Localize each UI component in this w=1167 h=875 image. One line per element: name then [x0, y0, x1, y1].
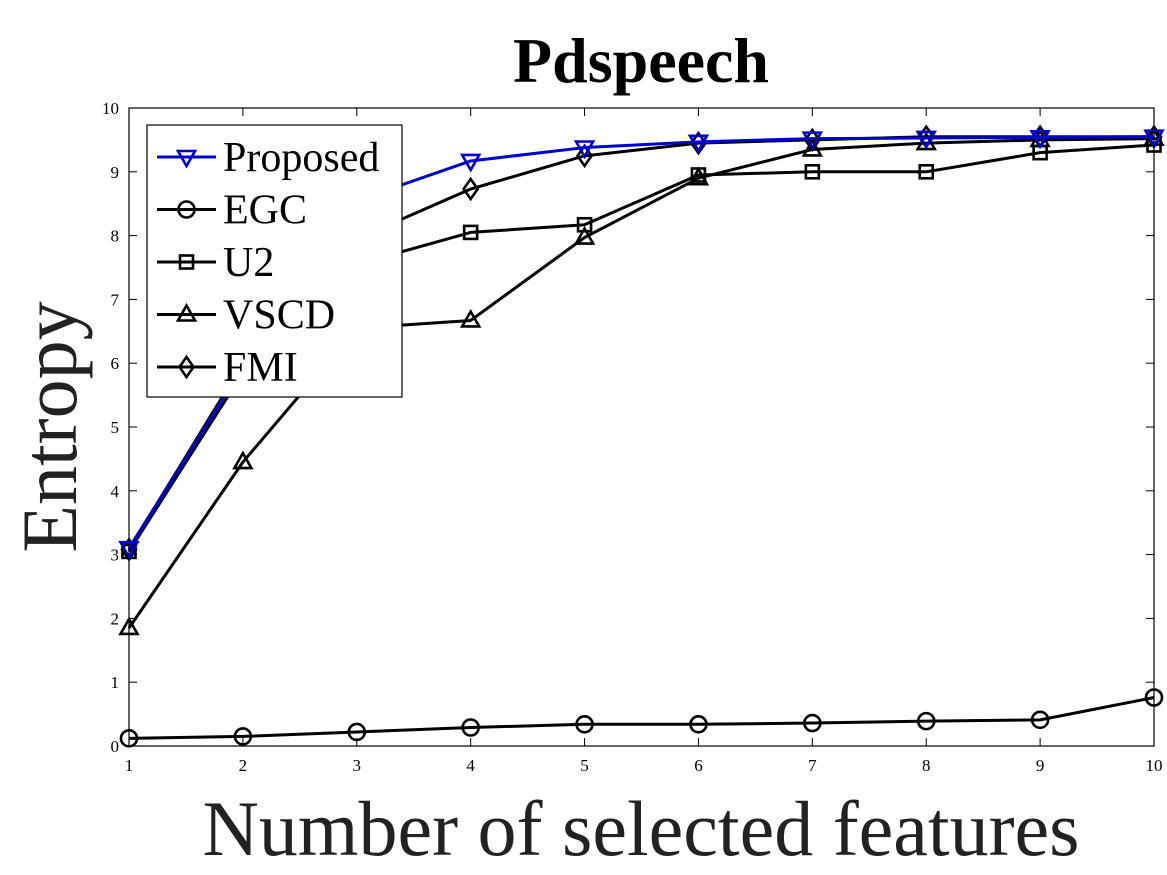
y-tick-label: 9 — [111, 163, 120, 182]
y-tick-label: 0 — [111, 737, 120, 756]
legend: Proposed EGC U2 VSCD FMI — [146, 124, 403, 398]
data-point-egc — [347, 722, 367, 742]
data-point-proposed — [687, 134, 710, 154]
data-point-vscd — [573, 225, 596, 245]
legend-label-egc: EGC — [223, 188, 307, 234]
legend-label-fmi: FMI — [223, 345, 298, 391]
x-tick-label: 9 — [1036, 756, 1045, 775]
x-tick-label: 10 — [1146, 756, 1163, 775]
data-point-proposed — [1029, 130, 1051, 149]
y-tick-label: 6 — [111, 354, 120, 373]
y-tick-label: 5 — [111, 418, 120, 437]
x-tick-label: 2 — [239, 756, 248, 775]
legend-item-u2: U2 — [157, 240, 274, 286]
legend-marker-u2 — [178, 254, 195, 270]
data-point-egc — [119, 729, 139, 748]
y-tick-label: 4 — [111, 482, 120, 501]
data-point-vscd — [232, 450, 254, 470]
data-point-proposed — [459, 153, 482, 173]
legend-label-proposed: Proposed — [223, 135, 379, 181]
y-tick-label: 7 — [111, 290, 120, 309]
series-line-egc — [128, 696, 1155, 740]
data-point-egc — [233, 727, 253, 746]
data-point-u2 — [576, 216, 593, 233]
data-point-egc — [1030, 710, 1050, 730]
y-tick-label: 1 — [111, 673, 120, 692]
legend-marker-vscd — [175, 302, 198, 322]
series-egc — [119, 688, 1164, 748]
data-point-proposed — [118, 540, 140, 560]
x-tick-label: 7 — [808, 756, 817, 775]
legend-marker-fmi — [177, 354, 196, 380]
data-point-u2 — [918, 164, 935, 180]
legend-item-fmi: FMI — [157, 345, 298, 391]
y-tick-label: 3 — [111, 546, 120, 565]
data-point-egc — [1144, 688, 1164, 707]
x-axis-label: Number of selected features — [202, 785, 1079, 872]
data-point-fmi — [575, 143, 594, 169]
data-point-proposed — [915, 130, 937, 150]
legend-marker-egc — [177, 200, 196, 219]
data-point-egc — [575, 715, 594, 734]
y-tick-label: 10 — [102, 99, 119, 118]
x-tick-label: 4 — [466, 756, 475, 775]
legend-label-vscd: VSCD — [223, 293, 335, 339]
data-point-fmi — [462, 176, 480, 202]
data-point-egc — [803, 713, 822, 733]
data-point-vscd — [801, 137, 824, 157]
legend-item-egc: EGC — [157, 188, 307, 234]
data-point-egc — [461, 718, 480, 737]
chart-title: Pdspeech — [513, 25, 769, 96]
x-tick-label: 8 — [922, 756, 931, 775]
data-point-egc — [916, 711, 936, 731]
legend-label-u2: U2 — [223, 240, 274, 286]
data-point-proposed — [573, 140, 596, 160]
legend-item-vscd: VSCD — [157, 293, 335, 339]
x-tick-label: 3 — [353, 756, 362, 775]
legend-item-proposed: Proposed — [157, 135, 379, 181]
y-tick-label: 2 — [111, 609, 120, 628]
data-point-egc — [689, 715, 708, 734]
x-tick-label: 6 — [694, 756, 703, 775]
x-tick-label: 1 — [125, 756, 134, 775]
data-point-u2 — [462, 224, 479, 241]
data-point-vscd — [687, 166, 710, 186]
data-point-vscd — [118, 616, 140, 636]
legend-marker-proposed — [175, 149, 198, 169]
data-point-vscd — [459, 308, 482, 328]
data-point-proposed — [1143, 129, 1165, 149]
data-point-proposed — [801, 131, 824, 151]
y-tick-label: 8 — [111, 227, 120, 246]
x-tick-label: 5 — [580, 756, 589, 775]
y-axis-label: Entropy — [6, 301, 93, 552]
data-point-u2 — [804, 164, 821, 180]
